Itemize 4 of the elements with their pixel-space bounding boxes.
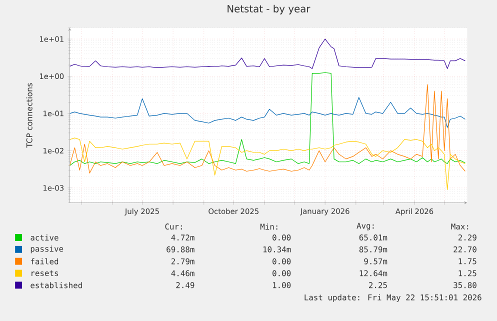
line-series [70, 97, 466, 128]
line-series [70, 84, 466, 174]
line-series [70, 72, 466, 166]
chart-title: Netstat - by year [228, 4, 310, 14]
